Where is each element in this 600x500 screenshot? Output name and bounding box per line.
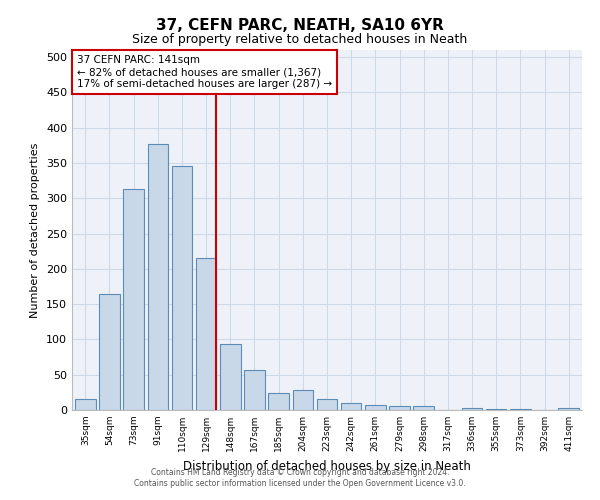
Bar xyxy=(99,294,120,410)
Bar xyxy=(196,258,217,410)
Bar xyxy=(365,405,386,410)
Text: 37, CEFN PARC, NEATH, SA10 6YR: 37, CEFN PARC, NEATH, SA10 6YR xyxy=(156,18,444,32)
X-axis label: Distribution of detached houses by size in Neath: Distribution of detached houses by size … xyxy=(183,460,471,472)
Bar xyxy=(268,393,289,410)
Text: Contains HM Land Registry data © Crown copyright and database right 2024.
Contai: Contains HM Land Registry data © Crown c… xyxy=(134,468,466,487)
Bar xyxy=(413,406,434,410)
Bar xyxy=(559,408,579,410)
Text: 37 CEFN PARC: 141sqm
← 82% of detached houses are smaller (1,367)
17% of semi-de: 37 CEFN PARC: 141sqm ← 82% of detached h… xyxy=(77,56,332,88)
Bar xyxy=(341,403,361,410)
Text: Size of property relative to detached houses in Neath: Size of property relative to detached ho… xyxy=(133,32,467,46)
Bar xyxy=(244,370,265,410)
Bar xyxy=(317,400,337,410)
Bar xyxy=(220,344,241,410)
Bar xyxy=(462,408,482,410)
Bar xyxy=(293,390,313,410)
Bar xyxy=(75,400,95,410)
Bar xyxy=(124,189,144,410)
Bar xyxy=(389,406,410,410)
Y-axis label: Number of detached properties: Number of detached properties xyxy=(31,142,40,318)
Bar xyxy=(148,144,168,410)
Bar xyxy=(172,166,192,410)
